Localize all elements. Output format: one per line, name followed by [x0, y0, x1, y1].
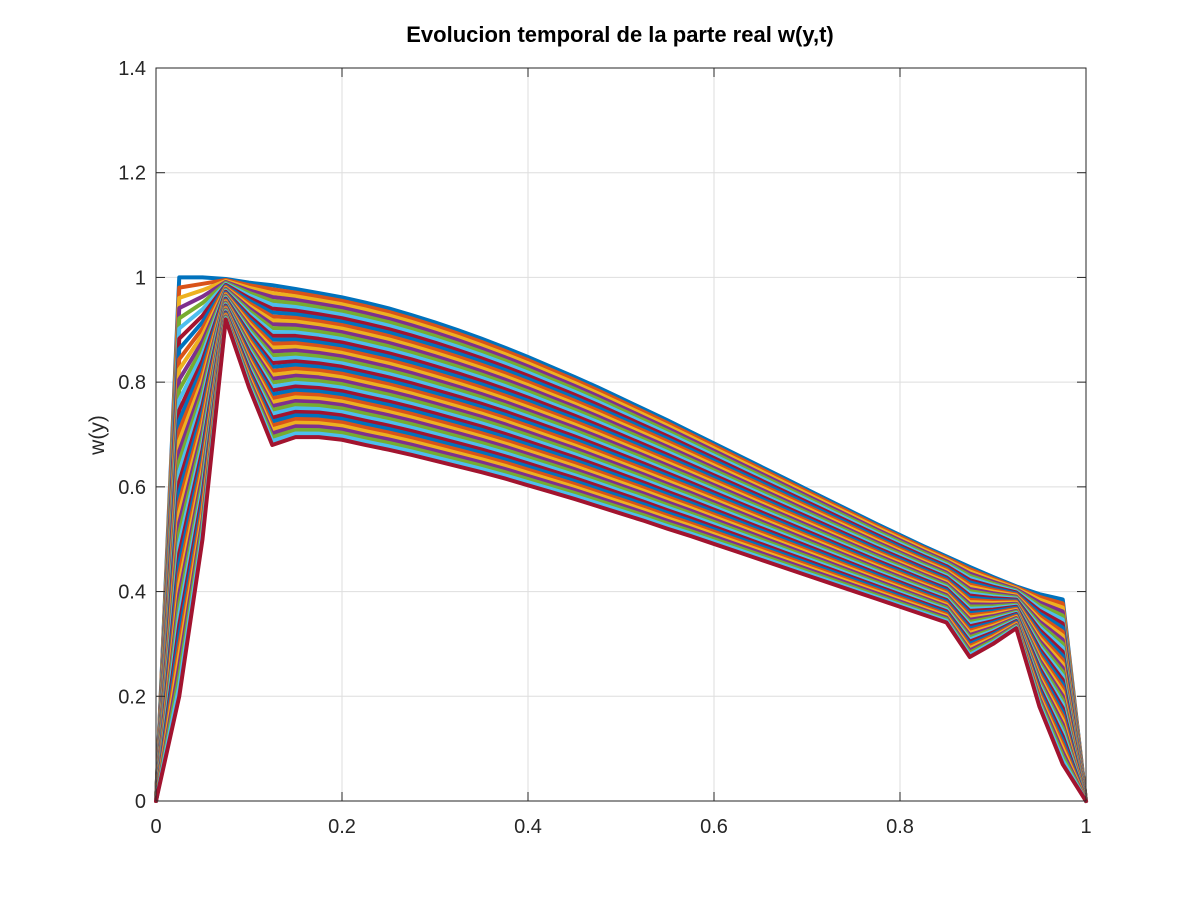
axis-ticks: 0 0.2 0.4 0.6 0.8 1 0 0.2 0.4 0.6 0.8 1 1.2 1.4	[118, 58, 1091, 838]
series-lines	[154, 275, 1088, 803]
x-tick-label: 0.2	[328, 816, 356, 838]
y-tick-label: 0.2	[118, 686, 146, 708]
y-axis-label: w(y)	[86, 415, 109, 456]
y-tick-label: 1.4	[118, 58, 146, 80]
x-tick-label: 0	[150, 816, 161, 838]
y-tick-label: 0	[135, 791, 146, 813]
y-tick-label: 0.8	[118, 372, 146, 394]
series-line-26	[154, 301, 1088, 803]
x-tick-label: 0.8	[886, 816, 914, 838]
x-tick-label: 0.6	[700, 816, 728, 838]
x-tick-label: 1	[1080, 816, 1091, 838]
y-tick-label: 1.2	[118, 163, 146, 185]
y-tick-label: 0.6	[118, 477, 146, 499]
series-line-42	[154, 317, 1088, 803]
chart-title: Evolucion temporal de la parte real w(y,…	[406, 22, 833, 47]
y-tick-label: 0.4	[118, 582, 146, 604]
y-tick-label: 1	[135, 267, 146, 289]
x-tick-label: 0.4	[514, 816, 542, 838]
axes-box	[155, 67, 1087, 802]
